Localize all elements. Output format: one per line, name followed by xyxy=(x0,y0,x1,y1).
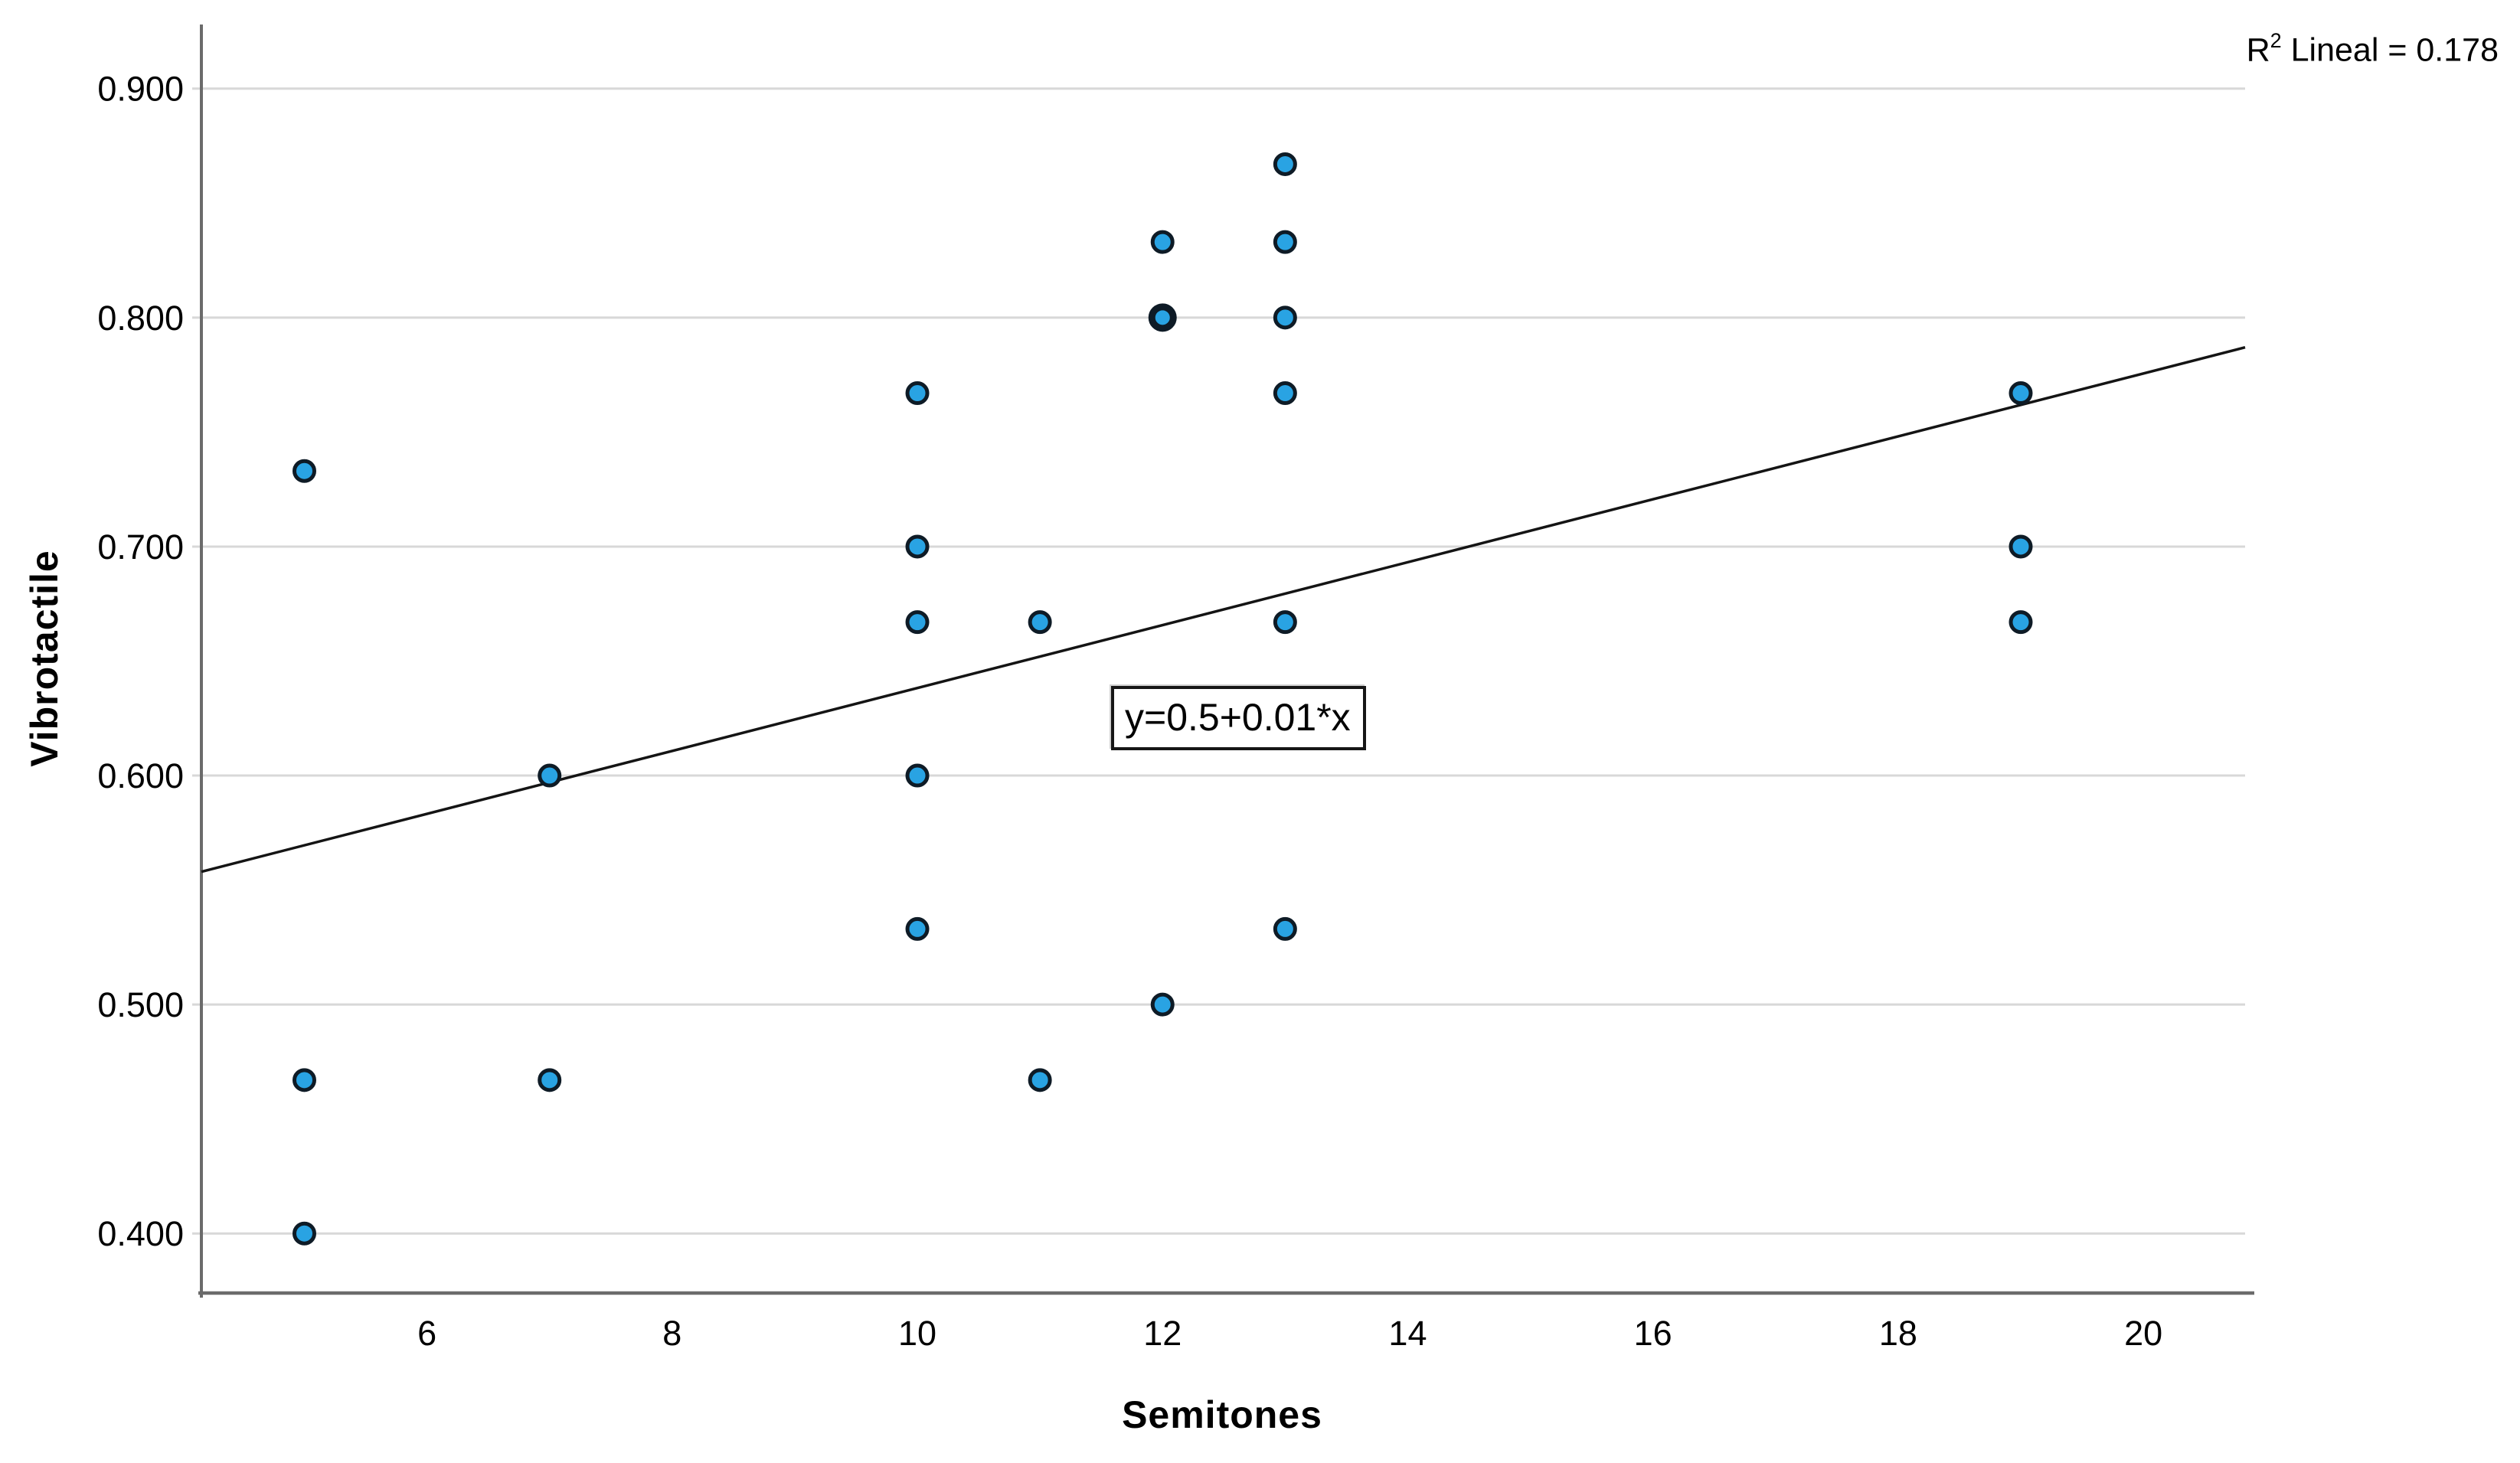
data-point xyxy=(1273,610,1297,635)
regression-equation-label: y=0.5+0.01*x xyxy=(1111,686,1366,751)
data-point xyxy=(2008,610,2033,635)
r2-value-text: Lineal = 0.178 xyxy=(2281,31,2499,69)
data-point xyxy=(1273,305,1297,330)
data-point xyxy=(2008,534,2033,559)
y-axis-title: Vibrotactile xyxy=(23,550,66,767)
regression-line xyxy=(201,346,2246,874)
data-point xyxy=(1273,916,1297,941)
data-point xyxy=(538,763,562,788)
x-tick-label: 10 xyxy=(898,1314,936,1353)
data-point xyxy=(292,1221,316,1246)
data-point xyxy=(1273,381,1297,406)
data-point xyxy=(905,610,930,635)
data-point xyxy=(292,459,316,483)
data-point xyxy=(1150,992,1175,1017)
data-point xyxy=(1273,152,1297,176)
data-point xyxy=(905,916,930,941)
y-tick-label: 0.400 xyxy=(97,1214,184,1253)
r-squared-annotation: R2 Lineal = 0.178 xyxy=(2246,29,2499,69)
data-point xyxy=(1028,1068,1052,1092)
x-tick-label: 20 xyxy=(2124,1314,2162,1353)
x-tick-label: 8 xyxy=(662,1314,681,1353)
y-tick-label: 0.600 xyxy=(97,756,184,795)
data-point xyxy=(1028,610,1052,635)
x-axis-title: Semitones xyxy=(1122,1393,1322,1436)
r2-base: R xyxy=(2246,31,2270,69)
data-point xyxy=(292,1068,316,1092)
y-tick-label: 0.500 xyxy=(97,985,184,1024)
data-point xyxy=(1148,303,1177,332)
y-tick-label: 0.700 xyxy=(97,527,184,567)
data-point xyxy=(1150,230,1175,254)
data-point xyxy=(538,1068,562,1092)
y-tick-label: 0.900 xyxy=(97,70,184,109)
x-tick-label: 14 xyxy=(1388,1314,1427,1353)
x-tick-label: 16 xyxy=(1634,1314,1672,1353)
x-tick-label: 18 xyxy=(1879,1314,1917,1353)
r2-superscript: 2 xyxy=(2270,29,2282,52)
data-point xyxy=(905,381,930,406)
y-tick-label: 0.800 xyxy=(97,299,184,338)
x-tick-label: 6 xyxy=(417,1314,436,1353)
data-point xyxy=(905,763,930,788)
x-tick-label: 12 xyxy=(1143,1314,1182,1353)
data-point xyxy=(1273,230,1297,254)
data-point xyxy=(905,534,930,559)
data-point xyxy=(2008,381,2033,406)
